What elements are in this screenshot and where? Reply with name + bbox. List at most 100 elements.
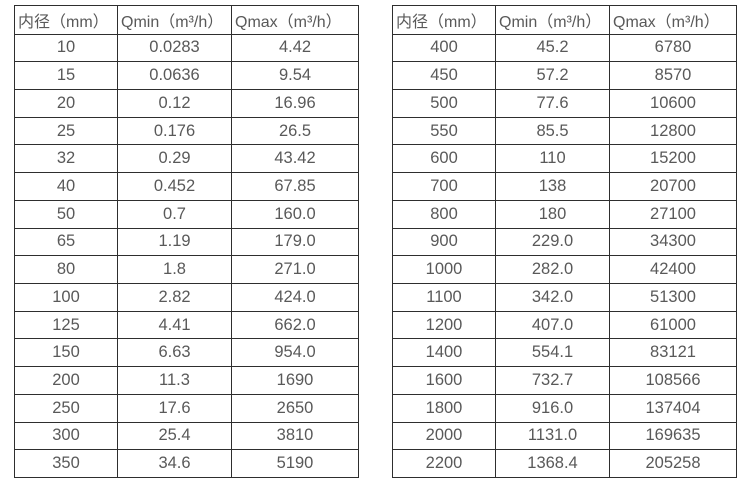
flow-spec-table-large-diameters: 内径（mm） Qmin（m³/h） Qmax（m³/h） 400 45.2 6780… bbox=[392, 5, 737, 478]
table-cell: 138 bbox=[495, 172, 610, 201]
table-cell: 61000 bbox=[609, 310, 737, 340]
table-cell: 1000 bbox=[392, 255, 496, 284]
table-cell: 50 bbox=[14, 199, 118, 229]
table-row: 1200 407.0 61000 bbox=[392, 310, 737, 340]
table-cell: 108566 bbox=[609, 366, 737, 395]
table-cell: 110 bbox=[495, 144, 610, 174]
table-cell: 1.19 bbox=[117, 227, 232, 257]
table-row: 15 0.0636 9.54 bbox=[14, 61, 359, 90]
table-cell: 1690 bbox=[231, 366, 359, 395]
table-cell: 1.8 bbox=[117, 255, 232, 284]
table-row: 500 77.6 10600 bbox=[392, 88, 737, 118]
table-cell: 17.6 bbox=[117, 393, 232, 423]
flow-spec-tables-container: 内径（mm） Qmin（m³/h） Qmax（m³/h） 10 0.0283 4.4… bbox=[14, 5, 737, 478]
table-cell: 180 bbox=[495, 199, 610, 229]
table-cell: 0.7 bbox=[117, 199, 232, 229]
table-cell: 160.0 bbox=[231, 199, 359, 229]
table-cell: 424.0 bbox=[231, 282, 359, 312]
table-cell: 83121 bbox=[609, 338, 737, 368]
table-cell: 282.0 bbox=[495, 255, 610, 284]
table-row: 450 57.2 8570 bbox=[392, 61, 737, 90]
table-row: 2200 1368.4 205258 bbox=[392, 449, 737, 478]
table-cell: 500 bbox=[392, 88, 496, 118]
table-cell: 4.41 bbox=[117, 310, 232, 340]
table-row: 900 229.0 34300 bbox=[392, 227, 737, 257]
table-cell: 900 bbox=[392, 227, 496, 257]
header-inner-diameter: 内径（mm） bbox=[392, 5, 496, 35]
table-cell: 1100 bbox=[392, 282, 496, 312]
table-cell: 43.42 bbox=[231, 144, 359, 174]
table-cell: 1600 bbox=[392, 366, 496, 395]
header-row: 内径（mm） Qmin（m³/h） Qmax（m³/h） bbox=[392, 5, 737, 35]
table-row: 50 0.7 160.0 bbox=[14, 199, 359, 229]
table-cell: 12800 bbox=[609, 116, 737, 146]
table-cell: 42400 bbox=[609, 255, 737, 284]
table-cell: 0.452 bbox=[117, 172, 232, 201]
table-row: 350 34.6 5190 bbox=[14, 449, 359, 478]
header-qmin: Qmin（m³/h） bbox=[495, 5, 610, 35]
table-body: 10 0.0283 4.42 15 0.0636 9.54 20 0.12 16.96 25 0.1… bbox=[14, 33, 359, 478]
table-cell: 20 bbox=[14, 88, 118, 118]
table-cell: 0.0283 bbox=[117, 33, 232, 63]
table-row: 2000 1131.0 169635 bbox=[392, 421, 737, 451]
table-cell: 57.2 bbox=[495, 61, 610, 90]
table-cell: 2000 bbox=[392, 421, 496, 451]
table-cell: 554.1 bbox=[495, 338, 610, 368]
table-cell: 1368.4 bbox=[495, 449, 610, 478]
table-body: 400 45.2 6780 450 57.2 8570 500 77.6 10600 550 85.… bbox=[392, 33, 737, 478]
table-cell: 8570 bbox=[609, 61, 737, 90]
table-row: 1100 342.0 51300 bbox=[392, 282, 737, 312]
table-cell: 2.82 bbox=[117, 282, 232, 312]
table-row: 10 0.0283 4.42 bbox=[14, 33, 359, 63]
table-row: 600 110 15200 bbox=[392, 144, 737, 174]
table-row: 300 25.4 3810 bbox=[14, 421, 359, 451]
table-cell: 5190 bbox=[231, 449, 359, 478]
table-cell: 916.0 bbox=[495, 393, 610, 423]
table-row: 700 138 20700 bbox=[392, 172, 737, 201]
table-row: 150 6.63 954.0 bbox=[14, 338, 359, 368]
header-qmax: Qmax（m³/h） bbox=[231, 5, 359, 35]
table-row: 400 45.2 6780 bbox=[392, 33, 737, 63]
header-qmin: Qmin（m³/h） bbox=[117, 5, 232, 35]
table-cell: 34300 bbox=[609, 227, 737, 257]
table-cell: 169635 bbox=[609, 421, 737, 451]
table-cell: 26.5 bbox=[231, 116, 359, 146]
table-cell: 1800 bbox=[392, 393, 496, 423]
table-cell: 51300 bbox=[609, 282, 737, 312]
table-row: 200 11.3 1690 bbox=[14, 366, 359, 395]
table-cell: 15200 bbox=[609, 144, 737, 174]
table-row: 32 0.29 43.42 bbox=[14, 144, 359, 174]
table-cell: 27100 bbox=[609, 199, 737, 229]
table-cell: 40 bbox=[14, 172, 118, 201]
table-cell: 179.0 bbox=[231, 227, 359, 257]
table-cell: 342.0 bbox=[495, 282, 610, 312]
table-cell: 6780 bbox=[609, 33, 737, 63]
table-cell: 25 bbox=[14, 116, 118, 146]
table-cell: 6.63 bbox=[117, 338, 232, 368]
table-cell: 600 bbox=[392, 144, 496, 174]
table-cell: 200 bbox=[14, 366, 118, 395]
table-cell: 662.0 bbox=[231, 310, 359, 340]
table-cell: 271.0 bbox=[231, 255, 359, 284]
table-cell: 10 bbox=[14, 33, 118, 63]
table-cell: 100 bbox=[14, 282, 118, 312]
table-row: 550 85.5 12800 bbox=[392, 116, 737, 146]
table-cell: 0.176 bbox=[117, 116, 232, 146]
table-cell: 1400 bbox=[392, 338, 496, 368]
table-cell: 205258 bbox=[609, 449, 737, 478]
table-row: 25 0.176 26.5 bbox=[14, 116, 359, 146]
header-row: 内径（mm） Qmin（m³/h） Qmax（m³/h） bbox=[14, 5, 359, 35]
table-cell: 732.7 bbox=[495, 366, 610, 395]
table-cell: 4.42 bbox=[231, 33, 359, 63]
table-cell: 0.29 bbox=[117, 144, 232, 174]
table-row: 250 17.6 2650 bbox=[14, 393, 359, 423]
table-cell: 16.96 bbox=[231, 88, 359, 118]
table-cell: 65 bbox=[14, 227, 118, 257]
table-row: 1000 282.0 42400 bbox=[392, 255, 737, 284]
table-cell: 125 bbox=[14, 310, 118, 340]
table-row: 1400 554.1 83121 bbox=[392, 338, 737, 368]
table-row: 20 0.12 16.96 bbox=[14, 88, 359, 118]
header-qmax: Qmax（m³/h） bbox=[609, 5, 737, 35]
table-cell: 0.12 bbox=[117, 88, 232, 118]
table-cell: 85.5 bbox=[495, 116, 610, 146]
